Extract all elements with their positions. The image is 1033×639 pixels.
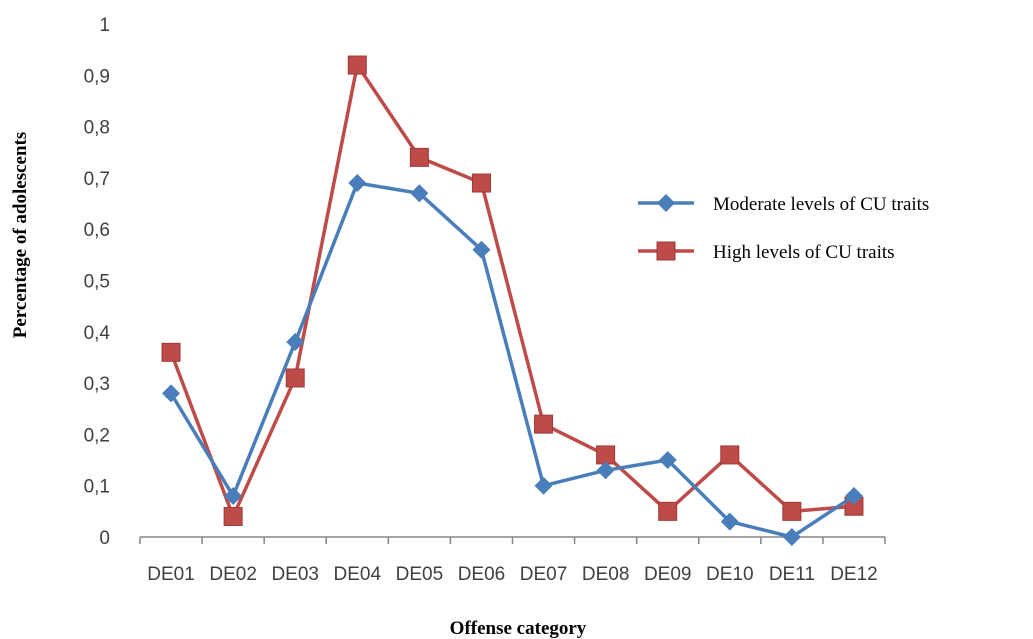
data-point: [286, 333, 305, 352]
data-point: [596, 461, 615, 480]
data-point: [285, 368, 305, 388]
x-tick-label: DE05: [396, 564, 444, 585]
y-tick-label: 0,8: [84, 118, 110, 139]
data-point: [782, 501, 802, 521]
data-point: [348, 174, 367, 193]
y-tick-label: 0,7: [84, 169, 110, 190]
legend-marker: [657, 194, 675, 212]
legend-item: High levels of CU traits: [638, 241, 895, 263]
series-line: [169, 181, 855, 539]
legend-label: High levels of CU traits: [713, 242, 895, 263]
series-high: [161, 55, 864, 526]
data-point: [844, 486, 863, 505]
x-tick-label: DE06: [458, 564, 506, 585]
data-point: [161, 342, 181, 362]
data-point: [162, 384, 181, 403]
y-tick-label: 0,2: [84, 425, 110, 446]
y-tick-label: 0,5: [84, 272, 110, 293]
y-tick-label: 1: [99, 15, 110, 36]
data-point: [720, 512, 739, 531]
data-point: [347, 55, 367, 75]
data-point: [658, 501, 678, 521]
x-tick-label: DE03: [271, 564, 319, 585]
x-tick-label: DE09: [644, 564, 692, 585]
data-point: [534, 476, 553, 495]
y-tick-label: 0: [99, 528, 110, 549]
y-tick-label: 0,6: [84, 220, 110, 241]
data-point: [223, 506, 243, 526]
x-tick-label: DE10: [706, 564, 754, 585]
legend: Moderate levels of CU traits High levels …: [638, 194, 929, 263]
x-axis-ticks: DE01 DE02 DE03 DE04 DE05 DE06 DE07 DE08 DE09 DE10…: [139, 537, 886, 585]
x-tick-label: DE08: [582, 564, 630, 585]
series-layer: [161, 55, 864, 546]
data-point: [596, 445, 616, 465]
x-tick-label: DE02: [209, 564, 257, 585]
legend-item: Moderate levels of CU traits: [638, 194, 929, 215]
data-point: [534, 414, 554, 434]
y-tick-label: 0,1: [84, 477, 110, 498]
series-moderate: [162, 174, 863, 546]
data-point: [782, 528, 801, 546]
data-point: [409, 147, 429, 167]
x-tick-label: DE11: [769, 564, 815, 585]
data-point: [471, 173, 491, 193]
x-tick-label: DE04: [334, 564, 382, 585]
y-tick-label: 0,9: [84, 66, 110, 87]
x-axis-title: Offense category: [450, 618, 587, 639]
series-line: [169, 63, 855, 519]
data-point: [658, 451, 677, 470]
y-axis-ticks: 0 0,1 0,2 0,3 0,4 0,5 0,6 0,7 0,8 0,9 1: [84, 15, 111, 549]
data-point: [224, 486, 243, 505]
x-tick-label: DE12: [830, 564, 878, 585]
legend-marker: [656, 241, 676, 261]
data-point: [410, 184, 429, 203]
legend-label: Moderate levels of CU traits: [713, 194, 929, 215]
data-point: [472, 240, 491, 259]
x-tick-label: DE07: [520, 564, 568, 585]
data-point: [720, 445, 740, 465]
y-tick-label: 0,3: [84, 374, 110, 395]
x-tick-label: DE01: [147, 564, 195, 585]
y-axis-title: Percentage of adolescents: [10, 132, 31, 338]
y-tick-label: 0,4: [84, 323, 111, 344]
